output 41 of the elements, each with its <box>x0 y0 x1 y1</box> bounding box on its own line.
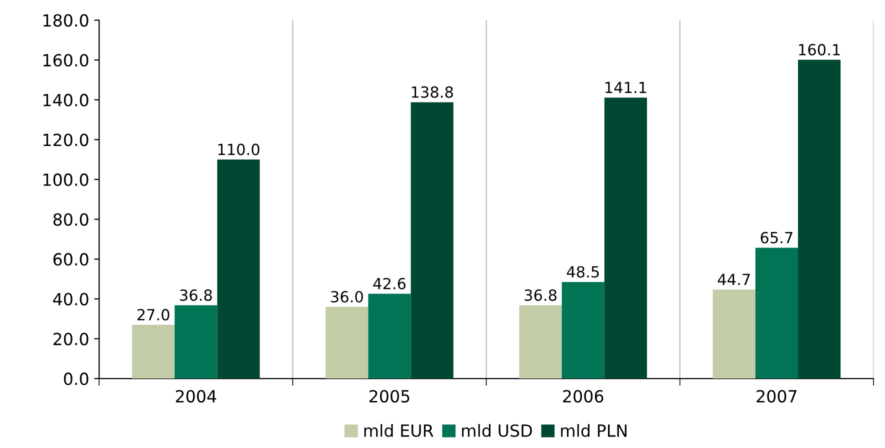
bar <box>410 102 454 379</box>
bar <box>326 306 368 379</box>
data-label: 110.0 <box>218 144 260 156</box>
y-tick-label: 20.0 <box>54 332 88 346</box>
data-label: 36.0 <box>331 290 363 303</box>
bar <box>132 324 175 379</box>
data-label: 42.6 <box>373 278 406 290</box>
y-tick-label: 60.0 <box>53 253 88 266</box>
y-tick-label: 100.0 <box>44 173 88 186</box>
bar <box>217 160 260 379</box>
y-tick-label: 120.0 <box>44 134 88 146</box>
x-tick-label: 2006 <box>563 390 604 403</box>
y-tick-label: 160.0 <box>44 54 88 67</box>
legend-label: mld EUR <box>364 424 434 437</box>
y-tick-label: 0.0 <box>64 372 88 386</box>
bar <box>755 248 798 379</box>
data-label: 65.7 <box>760 232 792 244</box>
y-tick-label: 40.0 <box>53 292 88 306</box>
y-tick-label: 80.0 <box>53 213 88 226</box>
data-label: 48.5 <box>566 266 599 278</box>
bar <box>174 305 218 379</box>
data-label: 138.8 <box>412 86 453 98</box>
bar <box>712 290 756 379</box>
data-label: 141.1 <box>606 82 646 94</box>
data-label: 36.8 <box>524 289 556 301</box>
y-tick-label: 140.0 <box>44 94 88 106</box>
x-tick-label: 2004 <box>176 390 216 403</box>
legend-label: mld PLN <box>561 424 626 437</box>
y-tick-label: 180.0 <box>44 14 88 27</box>
bar <box>519 305 562 379</box>
data-label: 27.0 <box>137 308 170 320</box>
data-label: 160.1 <box>799 44 840 56</box>
bar <box>604 98 647 379</box>
x-tick-label: 2005 <box>370 390 410 403</box>
bar <box>798 60 841 379</box>
x-tick-label: 2007 <box>756 390 796 403</box>
bar <box>562 282 604 379</box>
data-label: 44.7 <box>718 274 750 285</box>
data-label: 36.8 <box>180 289 212 301</box>
bar <box>368 294 411 379</box>
legend-label: mld USD <box>462 424 532 437</box>
